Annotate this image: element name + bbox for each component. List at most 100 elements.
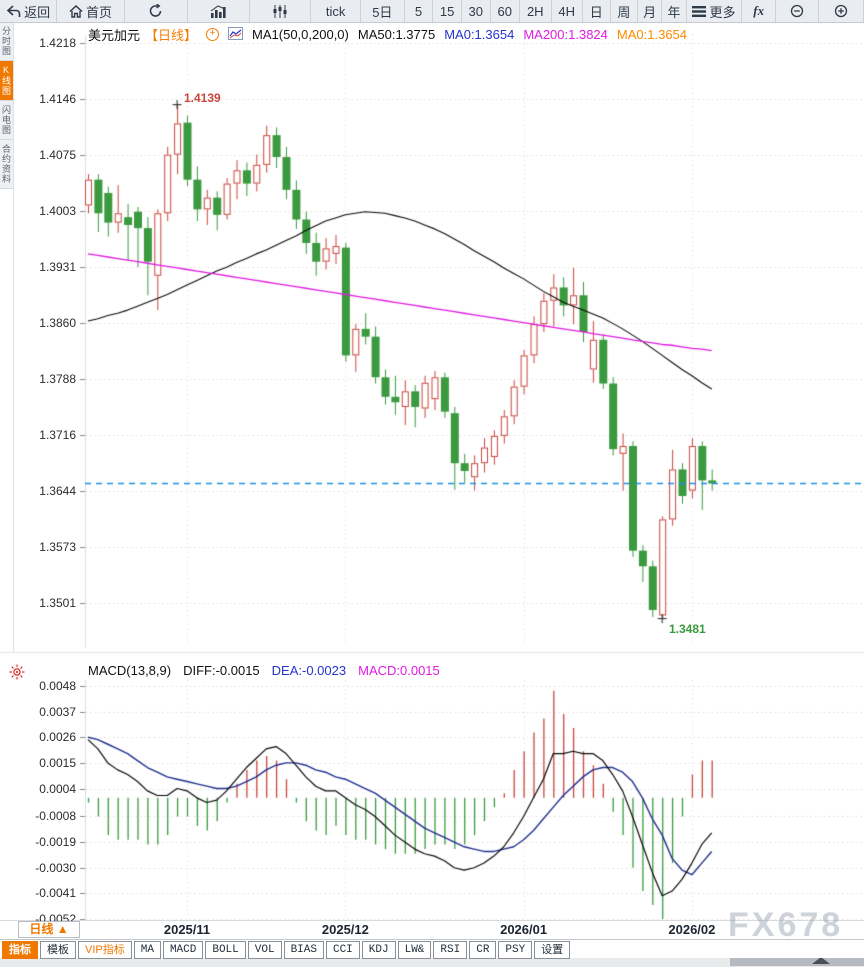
sidebar-item-lightning[interactable]: 闪电图 (0, 101, 13, 140)
price-axis-tick: 1.3644 (39, 484, 76, 499)
x-axis-date-label: 2026/01 (500, 922, 548, 937)
ma0-orange-value: MA0:1.3654 (616, 27, 688, 42)
low-price-annotation: 1.3481 (669, 622, 706, 636)
add-overlay-icon[interactable]: + (206, 28, 220, 41)
indicator-tab-VIP指标[interactable]: VIP指标 (78, 941, 132, 959)
toolbar-button-5d[interactable]: 5日 (361, 0, 405, 22)
toolbar-label: 年 (667, 4, 681, 20)
indicator-tab-模板[interactable]: 模板 (40, 941, 76, 959)
period-button[interactable]: 日线 ▲ (18, 921, 80, 938)
indicator-tab-MA[interactable]: MA (133, 941, 161, 959)
zoom-out-icon (790, 4, 805, 19)
macd-bar-value: MACD:0.0015 (358, 663, 440, 678)
price-axis-tick: 1.3788 (39, 371, 76, 386)
toolbar-button-m15[interactable]: 15 (433, 0, 462, 22)
macd-axis-tick: -0.0019 (35, 835, 76, 850)
macd-diff-value: DIFF:-0.0015 (183, 663, 260, 678)
toolbar-button-refresh[interactable] (125, 0, 188, 22)
toolbar-button-month[interactable]: 月 (638, 0, 663, 22)
toolbar-button-zoom-out[interactable] (776, 0, 820, 22)
indicator-tab-CR[interactable]: CR (469, 941, 497, 959)
indicator-tab-BOLL[interactable]: BOLL (205, 941, 246, 959)
mini-chart-icon[interactable] (228, 26, 244, 43)
price-axis-tick: 1.3573 (39, 539, 76, 554)
sidebar-item-time-share[interactable]: 分时图 (0, 22, 13, 61)
toolbar-button-h2[interactable]: 2H (520, 0, 552, 22)
toolbar-label: 60 (497, 3, 512, 19)
toolbar-label: 5日 (372, 4, 393, 20)
symbol-name: 美元加元 (88, 28, 141, 43)
toolbar-label: fx (753, 3, 765, 18)
macd-dea-value: DEA:-0.0023 (271, 663, 347, 678)
macd-axis-tick: 0.0015 (39, 755, 76, 770)
indicator-tab-指标[interactable]: 指标 (2, 941, 38, 959)
toolbar-label: 返回 (24, 4, 51, 20)
indicator-settings-icon[interactable] (9, 664, 25, 685)
indicator-tab-LW&[interactable]: LW& (397, 941, 432, 959)
price-axis-tick: 1.3716 (39, 428, 76, 443)
macd-axis-tick: 0.0004 (39, 781, 76, 796)
high-price-annotation: 1.4139 (184, 91, 221, 105)
sidebar-item-contract-info[interactable]: 合约资料 (0, 140, 13, 189)
back-arrow-icon (6, 4, 21, 18)
toolbar-button-m5[interactable]: 5 (405, 0, 434, 22)
chart-type-sidebar: 分时图 K线图 闪电图 合约资料 (0, 22, 13, 189)
toolbar-label: 更多 (709, 4, 736, 20)
toolbar-label: 5 (414, 3, 423, 19)
indicator-tab-CCI[interactable]: CCI (325, 941, 360, 959)
price-axis-tick: 1.3931 (39, 260, 76, 275)
toolbar-button-h4[interactable]: 4H (552, 0, 583, 22)
toolbar-label: 月 (643, 4, 657, 20)
sidebar-divider (13, 22, 14, 652)
toolbar-button-year[interactable]: 年 (662, 0, 687, 22)
indicator-tabs: 指标 模板 VIP指标 MA MACD BOLL VOL BIAS CCI KDJ LW& RSI CR… (0, 939, 864, 959)
zoom-in-icon (834, 4, 849, 19)
indicator-tab-RSI[interactable]: RSI (433, 941, 468, 959)
toolbar-button-fx[interactable]: fx (742, 0, 777, 22)
bottom-strip (0, 955, 864, 967)
price-axis-tick: 1.3860 (39, 315, 76, 330)
indicator-tab-KDJ[interactable]: KDJ (361, 941, 396, 959)
macd-legend: MACD(13,8,9) DIFF:-0.0015 DEA:-0.0023 MA… (88, 663, 440, 678)
toolbar-label: 4H (558, 3, 576, 19)
toolbar-button-home[interactable]: 首页 (57, 0, 125, 22)
toolbar-button-candle-chart[interactable] (250, 0, 312, 22)
price-axis-tick: 1.3501 (39, 596, 76, 610)
ma0-blue-value: MA0:1.3654 (444, 27, 515, 42)
toolbar-label: tick (325, 3, 346, 19)
sidebar-item-kline[interactable]: K线图 (0, 61, 13, 101)
price-axis-tick: 1.4146 (39, 92, 76, 107)
ma-params-label: MA1(50,0,200,0) (252, 27, 349, 42)
price-axis-tick: 1.4003 (39, 203, 76, 218)
expand-arrow-icon (812, 957, 830, 964)
toolbar: 返回 首页 tick 5日 5 15 30 60 2H 4H 日周月年 更多 fx (0, 0, 864, 23)
macd-params-label: MACD(13,8,9) (88, 663, 172, 678)
toolbar-button-bar-chart[interactable] (188, 0, 251, 22)
period-tag: 【日线】 (145, 28, 198, 43)
toolbar-button-day[interactable]: 日 (583, 0, 611, 22)
menu-icon (692, 5, 707, 17)
x-axis-date-label: 2026/02 (668, 922, 716, 937)
toolbar-button-tick[interactable]: tick (311, 0, 361, 22)
macd-axis-tick: 0.0037 (39, 704, 76, 719)
indicator-tab-BIAS[interactable]: BIAS (283, 941, 324, 959)
toolbar-button-more[interactable]: 更多 (687, 0, 743, 22)
x-axis-date-label: 2025/12 (321, 922, 369, 937)
toolbar-label: 15 (439, 3, 455, 19)
indicator-tab-MACD[interactable]: MACD (162, 941, 204, 959)
toolbar-button-m30[interactable]: 30 (462, 0, 491, 22)
indicator-tab-VOL[interactable]: VOL (247, 941, 282, 959)
toolbar-button-week[interactable]: 周 (611, 0, 639, 22)
indicator-tab-设置[interactable]: 设置 (534, 941, 571, 959)
x-axis-date-label: 2025/11 (163, 922, 211, 937)
indicator-tab-PSY[interactable]: PSY (498, 941, 533, 959)
toolbar-button-m60[interactable]: 60 (491, 0, 521, 22)
price-axis-tick: 1.4218 (39, 36, 76, 50)
toolbar-label: 2H (526, 3, 544, 19)
candlestick-icon (272, 4, 288, 18)
toolbar-button-back[interactable]: 返回 (0, 0, 58, 22)
toolbar-button-zoom-in[interactable] (819, 0, 864, 22)
price-axis-tick: 1.4075 (39, 147, 76, 162)
